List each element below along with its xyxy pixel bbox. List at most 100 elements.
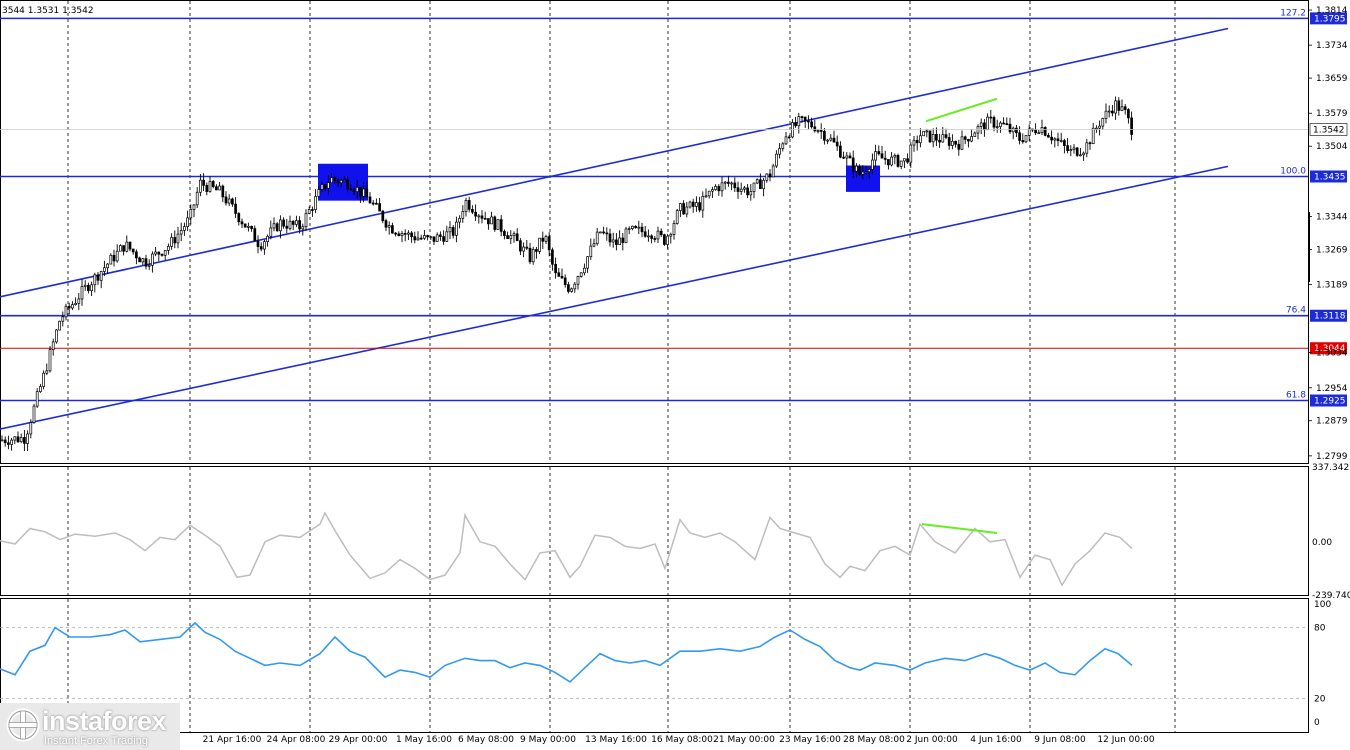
candle-body <box>291 220 295 225</box>
candle-body <box>947 137 951 146</box>
candle-body <box>723 181 727 184</box>
candle-body <box>515 233 519 242</box>
rsi-line <box>0 621 1133 683</box>
candle-body <box>768 173 772 178</box>
candle-body <box>743 187 746 190</box>
candle-body <box>144 258 148 267</box>
candle-body <box>573 283 577 290</box>
candle-body <box>1021 140 1025 143</box>
candle-body <box>455 221 458 236</box>
candle-body <box>480 215 484 219</box>
candle-body <box>224 196 228 204</box>
candle-body <box>781 143 785 149</box>
candle-body <box>1130 117 1133 135</box>
candle-body <box>336 179 340 184</box>
candle-body <box>410 232 413 237</box>
candle-body <box>243 223 247 228</box>
candle-body <box>669 234 673 237</box>
candle-body <box>147 264 151 267</box>
candle-body <box>685 206 689 215</box>
candle-body <box>323 184 327 189</box>
x-tick-label: 29 Apr 00:00 <box>329 735 388 745</box>
candle-body <box>842 156 845 159</box>
candle-body <box>944 134 948 138</box>
candle-body <box>352 189 356 193</box>
candle-body <box>426 235 429 238</box>
candle-body <box>714 186 717 190</box>
candle-body <box>23 437 26 444</box>
candle-body <box>279 219 282 232</box>
candle-body <box>979 122 983 127</box>
y-tick-label: 1.3344 <box>1316 212 1348 222</box>
candle-body <box>775 153 778 167</box>
candle-body <box>717 186 721 192</box>
candle-body <box>333 177 337 181</box>
price-tag-box <box>1310 12 1347 25</box>
candle-body <box>483 217 487 220</box>
ohlc-readout: 3544 1.3531 1.3542 <box>2 6 94 16</box>
y-tick-label: 1.3504 <box>1316 142 1348 152</box>
candle-body <box>205 185 209 192</box>
candle-body <box>1034 129 1037 134</box>
candle-body <box>381 210 385 222</box>
candle-body <box>285 225 289 229</box>
candle-body <box>250 225 253 229</box>
candle-body <box>7 442 10 445</box>
candle-body <box>93 274 97 286</box>
candle-body <box>567 284 570 292</box>
price-tag-label: 1.3795 <box>1314 14 1346 24</box>
candle-body <box>570 288 573 292</box>
candle-body <box>432 236 436 242</box>
oscillator-series: 337.3422 0.00 -239.7408 <box>0 463 1350 601</box>
candle-body <box>391 225 394 234</box>
watermark-tagline: Instant Forex Trading <box>44 735 148 747</box>
x-tick-label: 1 May 16:00 <box>396 735 452 745</box>
candle-body <box>589 245 593 258</box>
candle-body <box>1005 123 1009 125</box>
candle-body <box>163 250 167 256</box>
fib-level-label: 127.2 <box>1280 8 1306 18</box>
candle-body <box>106 263 109 269</box>
candle-body <box>499 219 503 232</box>
candle-body <box>179 229 183 235</box>
candle-body <box>650 235 653 239</box>
candle-body <box>186 217 189 227</box>
candle-body <box>1015 127 1018 134</box>
candle-body <box>1098 125 1101 129</box>
candle-body <box>755 179 759 184</box>
candle-body <box>378 203 381 212</box>
oscillator-tick-label: 0.00 <box>1312 538 1332 548</box>
candle-body <box>883 157 887 160</box>
candle-body <box>339 179 343 184</box>
candle-body <box>365 188 369 198</box>
candle-body <box>1107 110 1111 113</box>
candle-body <box>490 216 493 225</box>
scale-marker <box>1308 212 1310 282</box>
candle-body <box>586 256 589 269</box>
candle-body <box>938 139 941 143</box>
rsi-tick-label: 80 <box>1314 624 1326 634</box>
candle-body <box>643 231 647 237</box>
candle-body <box>749 191 753 196</box>
candle-body <box>272 223 276 229</box>
candle-body <box>256 240 260 247</box>
candle-body <box>304 213 308 228</box>
candle-body <box>330 177 333 184</box>
candle-body <box>1002 122 1005 125</box>
candle-body <box>1043 127 1047 136</box>
candle-body <box>544 236 548 242</box>
candle-body <box>759 179 762 190</box>
candle-body <box>167 246 170 251</box>
y-tick-label: 1.3034 <box>1316 349 1348 359</box>
candle-body <box>275 223 279 232</box>
x-tick-label: 21 Apr 16:00 <box>203 735 262 745</box>
candle-body <box>0 439 4 442</box>
candle-body <box>400 233 404 236</box>
candle-body <box>67 305 71 309</box>
last-price-tag-box <box>1309 123 1348 136</box>
candle-body <box>848 155 852 159</box>
candle-body <box>115 250 119 262</box>
candle-body <box>656 230 660 240</box>
x-tick-label: 23 May 16:00 <box>779 735 841 745</box>
